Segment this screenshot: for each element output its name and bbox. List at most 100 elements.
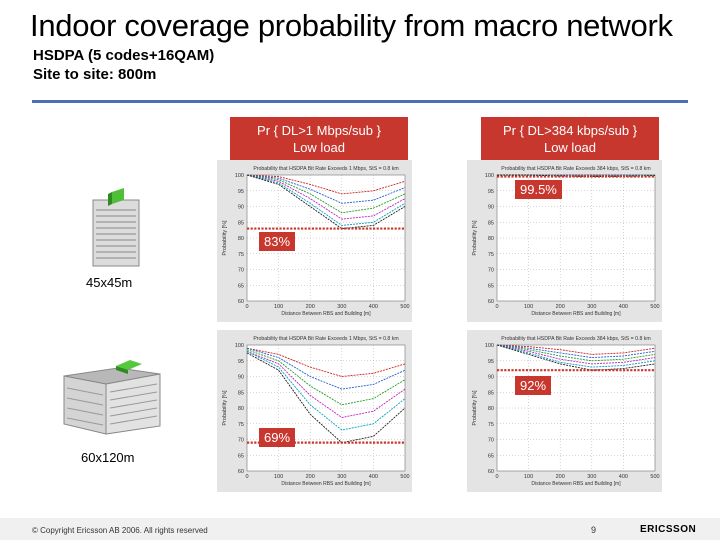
y-tick-label: 65 bbox=[488, 453, 494, 459]
x-tick-label: 100 bbox=[524, 304, 533, 310]
y-tick-label: 100 bbox=[485, 173, 494, 179]
x-tick-label: 300 bbox=[337, 474, 346, 480]
series-line bbox=[246, 350, 406, 418]
x-axis-label: Distance Between RBS and Building [m] bbox=[281, 481, 371, 487]
y-tick-label: 85 bbox=[488, 390, 494, 396]
series-line bbox=[246, 174, 406, 204]
chart-panel-small-384kbps: Probability that HSDPA Bit Rate Exceeds … bbox=[467, 160, 662, 322]
small-building-icon bbox=[92, 188, 140, 267]
callout-92: 92% bbox=[515, 376, 552, 395]
y-tick-label: 95 bbox=[488, 359, 494, 365]
x-tick-label: 0 bbox=[245, 304, 248, 310]
y-tick-label: 65 bbox=[238, 453, 244, 459]
x-tick-label: 400 bbox=[619, 474, 628, 480]
page-title: Indoor coverage probability from macro n… bbox=[30, 8, 673, 43]
title-divider bbox=[32, 100, 688, 103]
x-tick-label: 400 bbox=[619, 304, 628, 310]
y-axis-label: Probability [%] bbox=[472, 220, 478, 256]
chart-title: Probability that HSDPA Bit Rate Exceeds … bbox=[253, 166, 398, 172]
x-tick-label: 100 bbox=[274, 304, 283, 310]
x-tick-label: 300 bbox=[337, 304, 346, 310]
series-line bbox=[246, 174, 406, 230]
y-tick-label: 90 bbox=[238, 375, 244, 381]
series-line bbox=[246, 350, 406, 431]
y-tick-label: 95 bbox=[488, 189, 494, 195]
y-tick-label: 65 bbox=[488, 283, 494, 289]
x-tick-label: 500 bbox=[650, 304, 659, 310]
column-header-line1: Pr { DL>1 Mbps/sub } bbox=[257, 123, 381, 138]
y-tick-label: 100 bbox=[235, 173, 244, 179]
chart-small-building-1mbps: Probability that HSDPA Bit Rate Exceeds … bbox=[222, 166, 410, 317]
y-tick-label: 75 bbox=[488, 422, 494, 428]
subtitle-site-distance: Site to site: 800m bbox=[33, 66, 157, 83]
series-line bbox=[496, 344, 656, 365]
series-line bbox=[246, 352, 406, 444]
copyright-text: © Copyright Ericsson AB 2006. All rights… bbox=[32, 526, 208, 535]
column-header-384kbps: Pr { DL>384 kbps/sub } Low load bbox=[481, 117, 659, 160]
chart-large-building-1mbps: Probability that HSDPA Bit Rate Exceeds … bbox=[222, 336, 410, 487]
column-header-line2: Low load bbox=[292, 140, 346, 155]
y-axis-label: Probability [%] bbox=[222, 220, 228, 256]
y-tick-label: 65 bbox=[238, 283, 244, 289]
x-tick-label: 300 bbox=[587, 304, 596, 310]
y-tick-label: 90 bbox=[238, 205, 244, 211]
y-tick-label: 70 bbox=[238, 438, 244, 444]
y-tick-label: 60 bbox=[238, 299, 244, 305]
subtitle-hsdpa: HSDPA (5 codes+16QAM) bbox=[33, 47, 215, 64]
y-tick-label: 95 bbox=[238, 189, 244, 195]
y-tick-label: 60 bbox=[488, 299, 494, 305]
x-tick-label: 0 bbox=[495, 474, 498, 480]
x-tick-label: 200 bbox=[306, 304, 315, 310]
chart-title: Probability that HSDPA Bit Rate Exceeds … bbox=[253, 336, 398, 342]
x-axis-label: Distance Between RBS and Building [m] bbox=[531, 311, 621, 317]
callout-99-5: 99.5% bbox=[515, 180, 562, 199]
y-tick-label: 70 bbox=[488, 438, 494, 444]
y-tick-label: 70 bbox=[488, 268, 494, 274]
large-building-icon bbox=[63, 360, 161, 435]
callout-69: 69% bbox=[259, 428, 296, 447]
column-header-1mbps: Pr { DL>1 Mbps/sub } Low load bbox=[230, 117, 408, 160]
x-tick-label: 200 bbox=[556, 474, 565, 480]
series-line bbox=[246, 349, 406, 406]
series-line bbox=[497, 174, 656, 178]
y-tick-label: 90 bbox=[488, 205, 494, 211]
y-tick-label: 60 bbox=[238, 469, 244, 475]
y-tick-label: 80 bbox=[238, 406, 244, 412]
x-tick-label: 400 bbox=[369, 304, 378, 310]
x-axis-label: Distance Between RBS and Building [m] bbox=[281, 311, 371, 317]
column-header-line1: Pr { DL>384 kbps/sub } bbox=[502, 123, 638, 138]
chart-small-building-384kbps: Probability that HSDPA Bit Rate Exceeds … bbox=[472, 166, 660, 317]
y-tick-label: 60 bbox=[488, 469, 494, 475]
y-tick-label: 90 bbox=[488, 375, 494, 381]
series-line bbox=[496, 344, 656, 368]
x-tick-label: 0 bbox=[495, 304, 498, 310]
series-line bbox=[246, 174, 406, 220]
chart-title: Probability that HSDPA Bit Rate Exceeds … bbox=[501, 336, 650, 342]
series-line bbox=[246, 174, 406, 226]
series-line bbox=[246, 347, 406, 377]
y-tick-label: 75 bbox=[488, 252, 494, 258]
series-line bbox=[246, 174, 406, 214]
x-axis-label: Distance Between RBS and Building [m] bbox=[531, 481, 621, 487]
x-tick-label: 400 bbox=[369, 474, 378, 480]
y-axis-label: Probability [%] bbox=[472, 390, 478, 426]
y-tick-label: 75 bbox=[238, 252, 244, 258]
chart-panel-small-1mbps: Probability that HSDPA Bit Rate Exceeds … bbox=[217, 160, 412, 322]
y-tick-label: 70 bbox=[238, 268, 244, 274]
x-tick-label: 500 bbox=[400, 474, 409, 480]
x-tick-label: 300 bbox=[587, 474, 596, 480]
y-tick-label: 85 bbox=[488, 220, 494, 226]
column-header-line2: Low load bbox=[543, 140, 597, 155]
series-line bbox=[246, 347, 406, 390]
y-tick-label: 80 bbox=[238, 236, 244, 242]
x-tick-label: 0 bbox=[245, 474, 248, 480]
x-tick-label: 200 bbox=[306, 474, 315, 480]
footer-bar bbox=[0, 518, 720, 540]
chart-large-building-384kbps: Probability that HSDPA Bit Rate Exceeds … bbox=[472, 336, 660, 487]
x-tick-label: 100 bbox=[524, 474, 533, 480]
page-number: 9 bbox=[591, 525, 597, 535]
large-building-label: 60x120m bbox=[81, 450, 135, 465]
y-tick-label: 85 bbox=[238, 390, 244, 396]
chart-panel-large-384kbps: Probability that HSDPA Bit Rate Exceeds … bbox=[467, 330, 662, 492]
y-tick-label: 80 bbox=[488, 236, 494, 242]
